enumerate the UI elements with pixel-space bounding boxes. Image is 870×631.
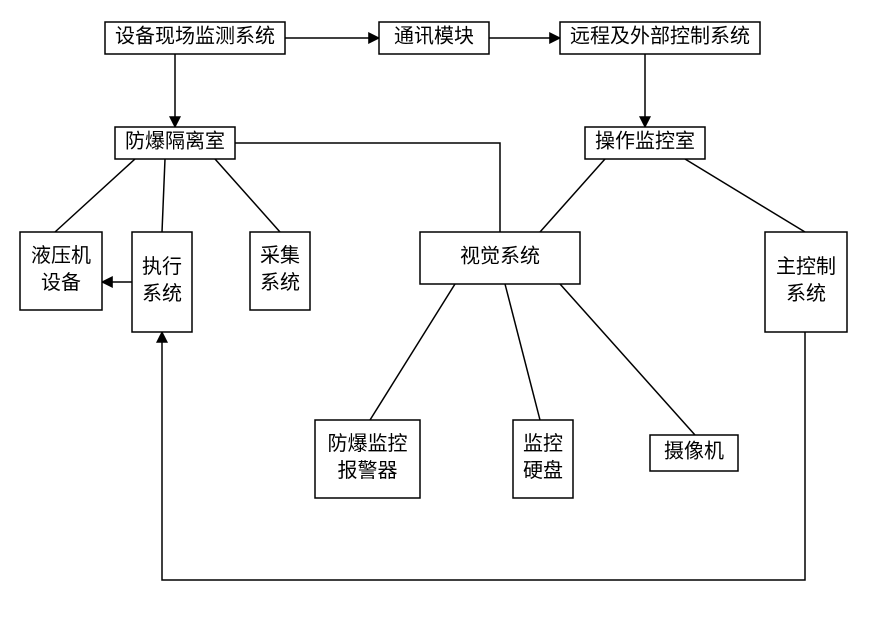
node-box [250,232,310,310]
edge-n9-n12 [505,284,540,420]
edge-n4-n9 [235,143,500,232]
node-box [20,232,102,310]
node-label: 设备现场监测系统 [115,25,275,48]
node-n11: 防爆监控报警器 [315,420,420,498]
node-n12: 监控硬盘 [513,420,573,498]
edge-n9-n13 [560,284,695,435]
edge-n9-n11 [370,284,455,420]
node-label: 摄像机 [664,440,724,463]
node-n10: 主控制系统 [765,232,847,332]
node-box [765,232,847,332]
node-n7: 执行系统 [132,232,192,332]
edge-n5-n10 [685,159,805,232]
node-label: 操作监控室 [595,130,695,153]
edge-n5-n9 [540,159,605,232]
edge-n4-n8 [215,159,280,232]
node-n3: 远程及外部控制系统 [560,22,760,54]
node-box [315,420,420,498]
node-n1: 设备现场监测系统 [105,22,285,54]
node-n8: 采集系统 [250,232,310,310]
node-n5: 操作监控室 [585,127,705,159]
nodes-layer: 设备现场监测系统 通讯模块 远程及外部控制系统防爆隔离室 操作监控室液压机设备执行系统… [20,22,847,498]
node-label: 远程及外部控制系统 [570,25,750,48]
node-label: 防爆隔离室 [125,130,225,153]
edge-n4-n7 [162,159,165,232]
node-n9: 视觉系统 [420,232,580,284]
node-box [513,420,573,498]
node-n4: 防爆隔离室 [115,127,235,159]
node-label: 视觉系统 [460,245,540,268]
node-n13: 摄像机 [650,435,738,471]
node-n6: 液压机设备 [20,232,102,310]
node-box [132,232,192,332]
node-label: 通讯模块 [394,25,474,48]
node-n2: 通讯模块 [379,22,489,54]
edge-n4-n6 [55,159,135,232]
flowchart-canvas: 设备现场监测系统 通讯模块 远程及外部控制系统防爆隔离室 操作监控室液压机设备执行系统… [0,0,870,631]
